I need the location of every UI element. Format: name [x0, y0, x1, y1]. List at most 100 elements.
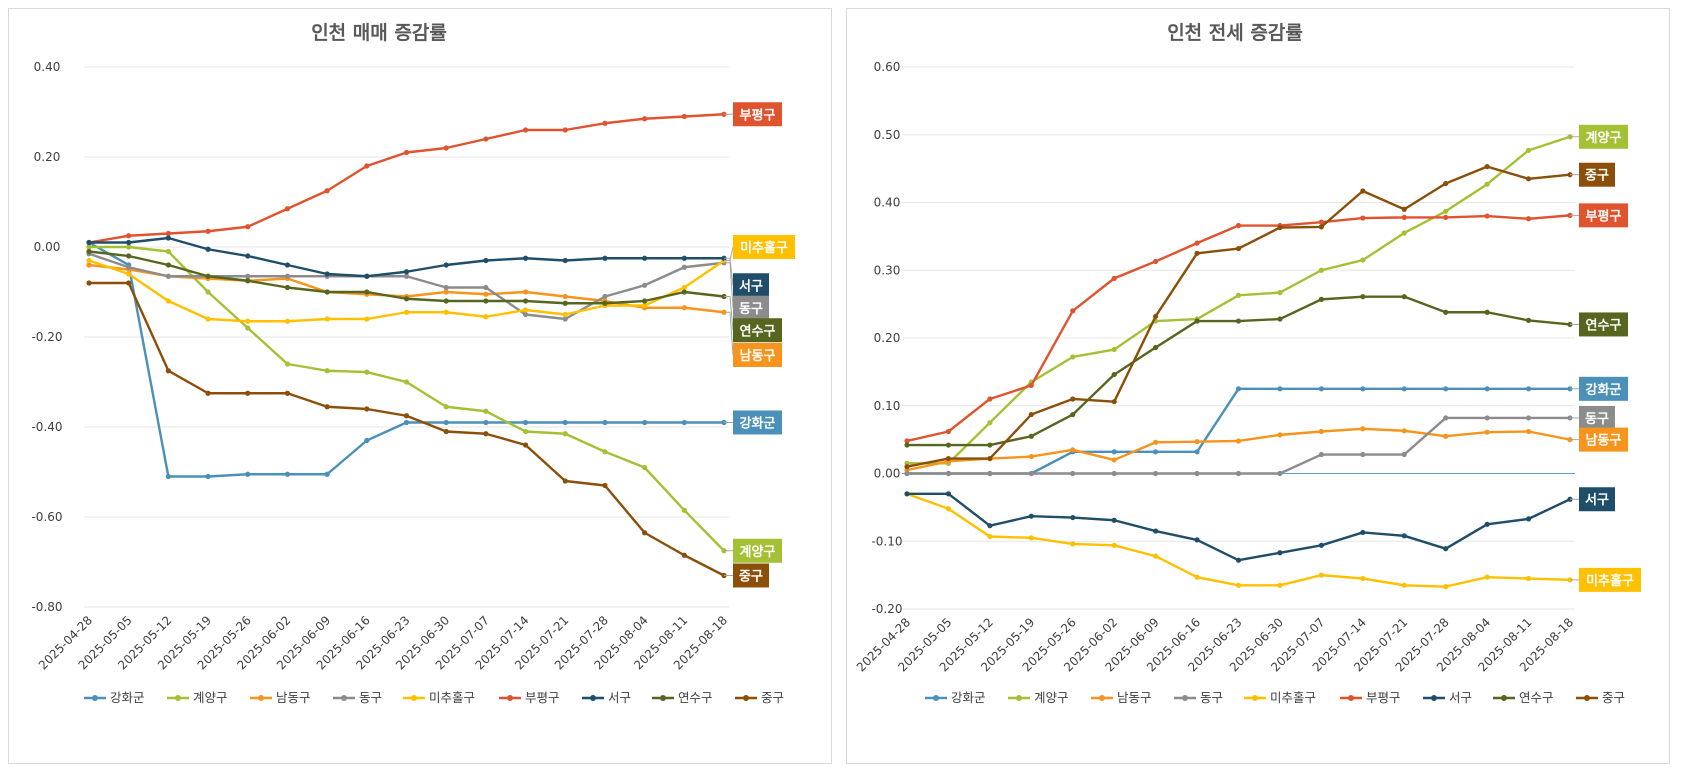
- data-point: [1153, 258, 1159, 265]
- legend-label: 부평구: [1366, 690, 1401, 705]
- data-point: [364, 369, 370, 375]
- legend-item-동구: 동구: [333, 690, 382, 705]
- y-tick-label: 0.20: [874, 331, 901, 345]
- end-label-계양구: 계양구: [724, 538, 782, 563]
- data-point: [1277, 550, 1283, 556]
- y-tick-label: 0.10: [874, 399, 901, 413]
- end-label-중구: 중구: [724, 563, 769, 588]
- series-중구: [86, 280, 727, 579]
- y-tick-label: -0.80: [31, 600, 62, 614]
- data-point: [165, 368, 171, 374]
- data-point: [403, 379, 410, 385]
- data-point: [86, 280, 92, 286]
- data-point: [987, 442, 993, 448]
- data-point: [522, 127, 529, 133]
- label-box: [1579, 124, 1628, 149]
- data-point: [987, 396, 993, 402]
- data-point: [443, 145, 449, 151]
- data-point: [987, 455, 993, 462]
- label-box: [1579, 376, 1628, 401]
- data-point: [1070, 396, 1076, 402]
- legend-label: 서구: [608, 690, 631, 705]
- data-point: [562, 293, 568, 300]
- data-point: [1153, 528, 1159, 534]
- data-point: [1318, 451, 1324, 458]
- data-point: [1235, 318, 1242, 324]
- series-남동구: [904, 426, 1573, 473]
- data-point: [205, 316, 211, 322]
- data-point: [483, 431, 489, 437]
- data-point: [1153, 553, 1159, 559]
- data-point: [284, 361, 291, 367]
- end-label-동구: 동구: [724, 262, 769, 320]
- legend-label: 부평구: [525, 690, 560, 705]
- series-line: [907, 135, 1571, 465]
- legend-item-동구: 동구: [1174, 690, 1223, 705]
- series-연수구: [904, 294, 1573, 448]
- end-label-부평구: 부평구: [724, 102, 782, 127]
- gridlines: [84, 66, 729, 608]
- legend-label: 동구: [359, 690, 382, 705]
- data-point: [483, 298, 489, 304]
- data-point: [324, 471, 330, 477]
- data-point: [1028, 411, 1034, 418]
- data-point: [1360, 294, 1366, 300]
- label-text: 강화군: [740, 416, 776, 432]
- legend-marker: [507, 695, 513, 701]
- label-box: [1579, 405, 1615, 430]
- data-point: [1235, 438, 1242, 444]
- series-계양구: [904, 134, 1573, 466]
- data-point: [1525, 575, 1532, 582]
- data-point: [602, 300, 608, 306]
- y-axis-ticks: 0.60 0.50 0.40 0.30 0.20 0.10 0.00 -0.10 -0.20: [871, 60, 902, 616]
- end-label-남동구: 남동구: [1570, 427, 1628, 452]
- data-point: [165, 273, 171, 279]
- data-point: [987, 420, 993, 426]
- data-point: [86, 239, 92, 246]
- data-point: [1194, 470, 1200, 477]
- label-text: 남동구: [1586, 433, 1622, 449]
- data-point: [483, 257, 489, 264]
- label-text: 서구: [1585, 493, 1609, 508]
- legend-label: 연수구: [678, 690, 713, 705]
- data-point: [1401, 230, 1407, 236]
- legend-marker: [1099, 695, 1105, 701]
- data-point: [205, 390, 211, 396]
- legend-marker: [175, 695, 181, 701]
- legend-marker: [660, 695, 666, 701]
- data-point: [443, 284, 449, 291]
- legend-item-강화군: 강화군: [84, 690, 145, 705]
- series-line: [906, 165, 1571, 468]
- data-point: [205, 228, 211, 234]
- end-label-미추홀구: 미추홀구: [1570, 567, 1641, 592]
- data-point: [1443, 584, 1449, 590]
- leader-line: [724, 311, 734, 356]
- data-point: [1070, 470, 1076, 477]
- end-label-남동구: 남동구: [724, 311, 782, 367]
- y-tick-label: 0.30: [874, 263, 901, 277]
- data-point: [1277, 386, 1283, 392]
- legend-marker: [1584, 695, 1590, 701]
- label-box: [1579, 162, 1615, 187]
- data-point: [1318, 428, 1324, 435]
- data-point: [1070, 447, 1076, 453]
- end-label-서구: 서구: [1570, 487, 1615, 512]
- data-point: [1277, 224, 1283, 231]
- legend-marker: [411, 695, 417, 701]
- data-point: [681, 419, 687, 426]
- label-box: [733, 563, 769, 588]
- data-point: [1318, 267, 1324, 273]
- end-label-연수구: 연수구: [1570, 312, 1628, 337]
- data-point: [1360, 575, 1366, 582]
- data-point: [904, 491, 910, 497]
- end-label-연수구: 연수구: [724, 296, 782, 343]
- data-point: [1401, 428, 1407, 434]
- data-point: [945, 491, 952, 497]
- data-point: [904, 438, 910, 444]
- data-point: [1111, 346, 1117, 353]
- end-label-강화군: 강화군: [724, 410, 782, 435]
- label-text: 동구: [739, 302, 763, 317]
- sale-change-chart: 인천 매매 증감률 0.40 0.20 0.00 -0.20 -0.40 -0.60 -0.…: [31, 22, 795, 705]
- data-point: [126, 253, 132, 259]
